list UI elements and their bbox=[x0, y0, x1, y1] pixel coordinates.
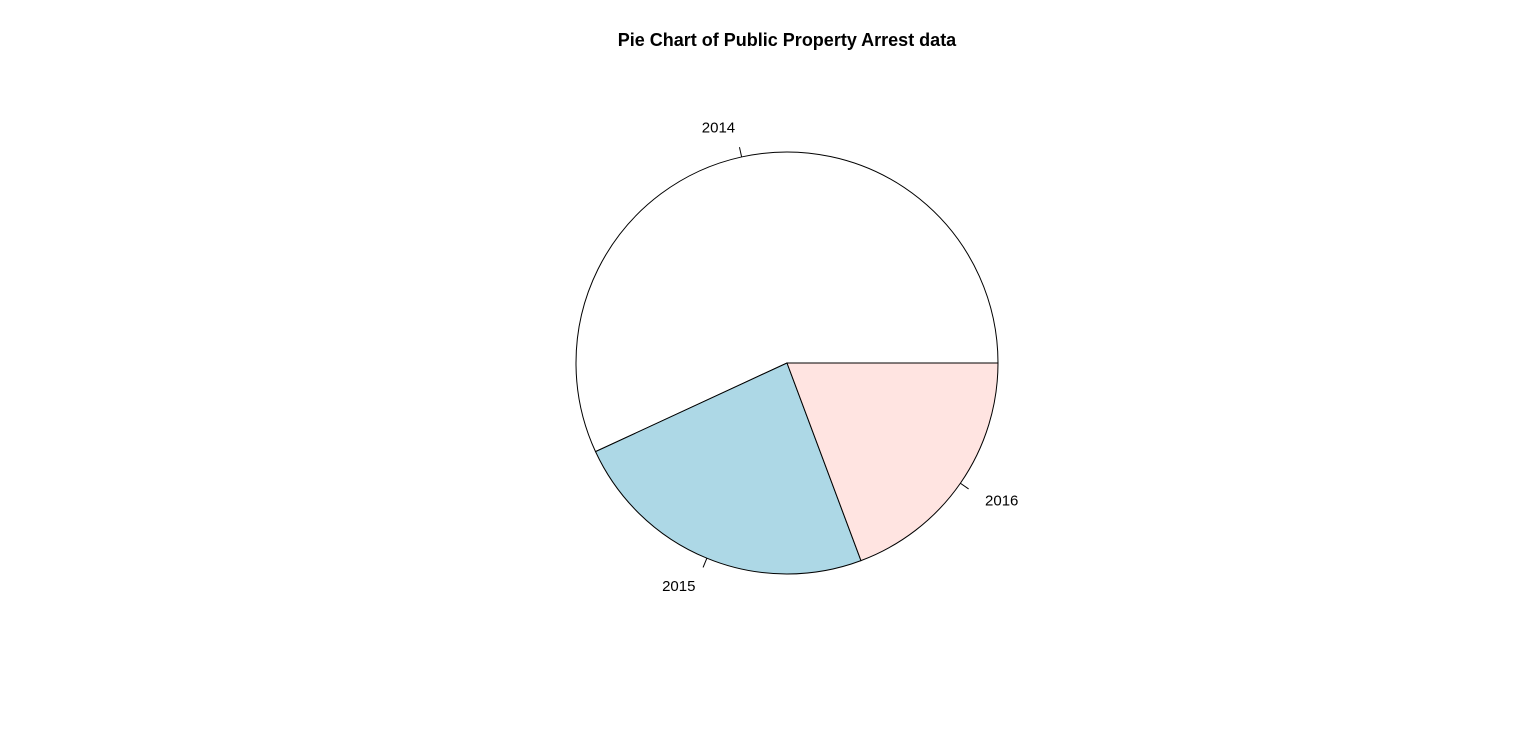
pie-tick-2016 bbox=[960, 482, 969, 490]
pie-slice-2015 bbox=[594, 362, 862, 575]
chart-title: Pie Chart of Public Property Arrest data bbox=[617, 30, 957, 50]
pie-tick-2015 bbox=[702, 558, 708, 568]
pie-label-2016: 2016 bbox=[985, 492, 1018, 509]
pie-slice-2016 bbox=[786, 362, 999, 562]
pie-label-2014: 2014 bbox=[702, 120, 735, 137]
pie-label-2015: 2015 bbox=[662, 578, 695, 595]
pie-label-ticks bbox=[702, 147, 969, 568]
pie-tick-2014 bbox=[738, 147, 743, 158]
pie-slice-2014 bbox=[575, 151, 999, 453]
pie-labels: 2014 2015 2016 bbox=[662, 120, 1018, 595]
pie-slices bbox=[575, 151, 999, 575]
